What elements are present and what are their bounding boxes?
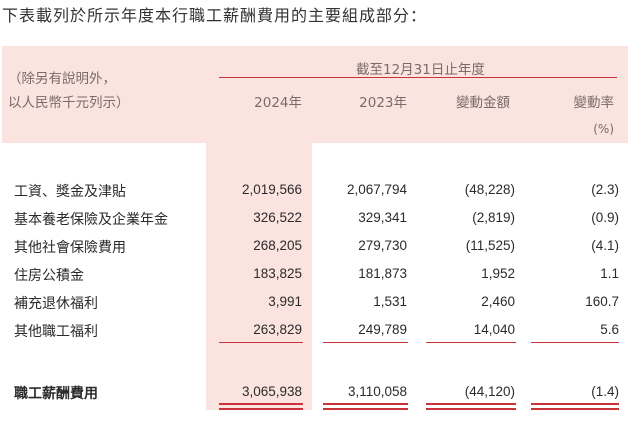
cell-2023: 2,067,794 — [346, 182, 407, 197]
current-year-highlight — [206, 143, 312, 410]
table-header-band — [2, 46, 628, 143]
subtotal-rule-2023 — [323, 342, 408, 343]
header-period: 截至12月31日止年度 — [356, 62, 485, 78]
cell-change: 2,460 — [481, 294, 515, 309]
header-note-line1: （除另有說明外， — [8, 71, 116, 87]
header-col-2023: 2023年 — [359, 95, 407, 111]
cell-change: 14,040 — [473, 322, 515, 337]
cell-2023: 279,730 — [358, 238, 407, 253]
subtotal-rule-rate — [531, 342, 619, 343]
row-label: 基本養老保險及企業年金 — [14, 212, 168, 228]
cell-change: (11,525) — [465, 238, 515, 253]
header-col-rate: 變動率 — [573, 95, 615, 111]
total-2023: 3,110,058 — [347, 384, 407, 399]
cell-2024: 268,205 — [253, 238, 302, 253]
header-note-line2: 以人民幣千元列示） — [8, 95, 130, 111]
cell-2024: 183,825 — [253, 266, 302, 281]
cell-rate: 160.7 — [585, 294, 619, 309]
cell-2023: 249,789 — [358, 322, 407, 337]
cell-rate: (4.1) — [591, 238, 619, 253]
total-double-rule-rate-bottom — [531, 408, 619, 410]
row-label: 工資、獎金及津貼 — [14, 184, 126, 200]
cell-rate: (0.9) — [591, 210, 619, 225]
total-double-rule-2024-top — [219, 403, 303, 405]
cell-2023: 329,341 — [358, 210, 407, 225]
total-double-rule-2023-bottom — [323, 408, 408, 410]
cell-change: (48,228) — [464, 182, 515, 197]
cell-change: (2,819) — [472, 210, 515, 225]
subtotal-rule-change — [426, 342, 516, 343]
header-rate-unit: (%) — [593, 122, 614, 136]
cell-rate: 5.6 — [600, 322, 619, 337]
total-double-rule-2024-bottom — [219, 408, 303, 410]
row-label: 其他社會保險費用 — [14, 240, 126, 256]
period-rule — [219, 77, 617, 78]
row-label: 其他職工福利 — [14, 324, 98, 340]
header-col-2024: 2024年 — [254, 95, 302, 111]
cell-2024: 263,829 — [253, 322, 302, 337]
cell-rate: (2.3) — [591, 182, 619, 197]
cell-2023: 1,531 — [373, 294, 407, 309]
cell-2024: 326,522 — [253, 210, 302, 225]
header-col-change: 變動金額 — [456, 95, 510, 111]
row-label: 住房公積金 — [14, 268, 84, 284]
intro-text: 下表載列於所示年度本行職工薪酬費用的主要組成部分： — [2, 6, 428, 25]
total-change: (44,120) — [464, 384, 515, 399]
total-2024: 3,065,938 — [241, 384, 302, 399]
total-double-rule-change-bottom — [426, 408, 516, 410]
cell-2024: 3,991 — [268, 294, 302, 309]
total-double-rule-rate-top — [531, 403, 619, 405]
total-double-rule-2023-top — [323, 403, 408, 405]
total-rate: (1.4) — [591, 384, 619, 399]
total-label: 職工薪酬費用 — [14, 386, 98, 402]
cell-2024: 2,019,566 — [241, 182, 302, 197]
subtotal-rule-2024 — [219, 342, 303, 343]
total-double-rule-change-top — [426, 403, 516, 405]
cell-rate: 1.1 — [600, 266, 619, 281]
row-label: 補充退休福利 — [14, 296, 98, 312]
cell-2023: 181,873 — [358, 266, 407, 281]
cell-change: 1,952 — [481, 266, 515, 281]
